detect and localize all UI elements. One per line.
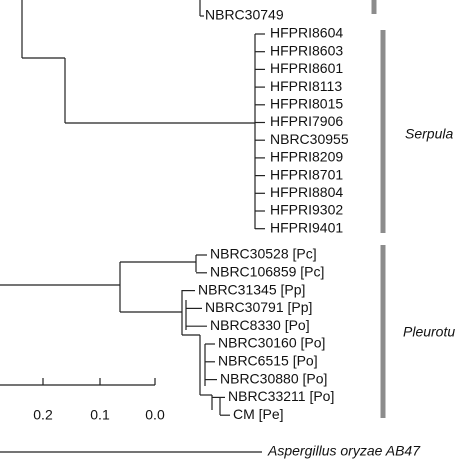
leaf-label: NBRC31345 [Pp] xyxy=(198,281,305,297)
leaf-label: HFPRI8804 xyxy=(270,184,343,200)
leaf-label: NBRC8330 [Po] xyxy=(210,317,310,333)
scale-label: 0.2 xyxy=(33,407,53,423)
leaf-label: HFPRI9302 xyxy=(270,202,343,218)
leaf-label: NBRC30955 xyxy=(270,131,349,147)
leaf-label: HFPRI8015 xyxy=(270,96,343,112)
leaf-label: NBRC6515 [Po] xyxy=(218,353,318,369)
leaf-label: HFPRI8209 xyxy=(270,149,343,165)
leaf-label: HFPRI8701 xyxy=(270,166,343,182)
leaf-label: NBRC30749 xyxy=(205,7,284,23)
leaf-label: NBRC106859 [Pc] xyxy=(210,264,324,280)
leaf-label: NBRC30880 [Po] xyxy=(220,370,327,386)
leaf-label: NBRC30160 [Po] xyxy=(218,335,325,351)
leaf-label: HFPRI7906 xyxy=(270,113,343,129)
leaf-label: HFPRI8113 xyxy=(270,78,342,94)
leaf-label: CM [Pe] xyxy=(233,406,284,422)
scale-label: 0.0 xyxy=(145,407,165,423)
leaf-label: HFPRI8603 xyxy=(270,42,343,58)
leaf-label: NBRC30528 [Pc] xyxy=(210,246,317,262)
clade-label: Serpula xyxy=(405,126,453,142)
scale-label: 0.1 xyxy=(90,407,110,423)
leaf-label: HFPRI8604 xyxy=(270,25,343,41)
leaf-label: NBRC33211 [Po] xyxy=(228,388,334,404)
leaf-label: HFPRI8601 xyxy=(270,60,343,76)
clade-label: Pleurotu xyxy=(403,324,455,340)
outgroup-label: Aspergillus oryzae AB47 xyxy=(267,443,421,459)
leaf-label: HFPRI9401 xyxy=(270,219,343,235)
leaf-label: NBRC30791 [Pp] xyxy=(205,299,312,315)
